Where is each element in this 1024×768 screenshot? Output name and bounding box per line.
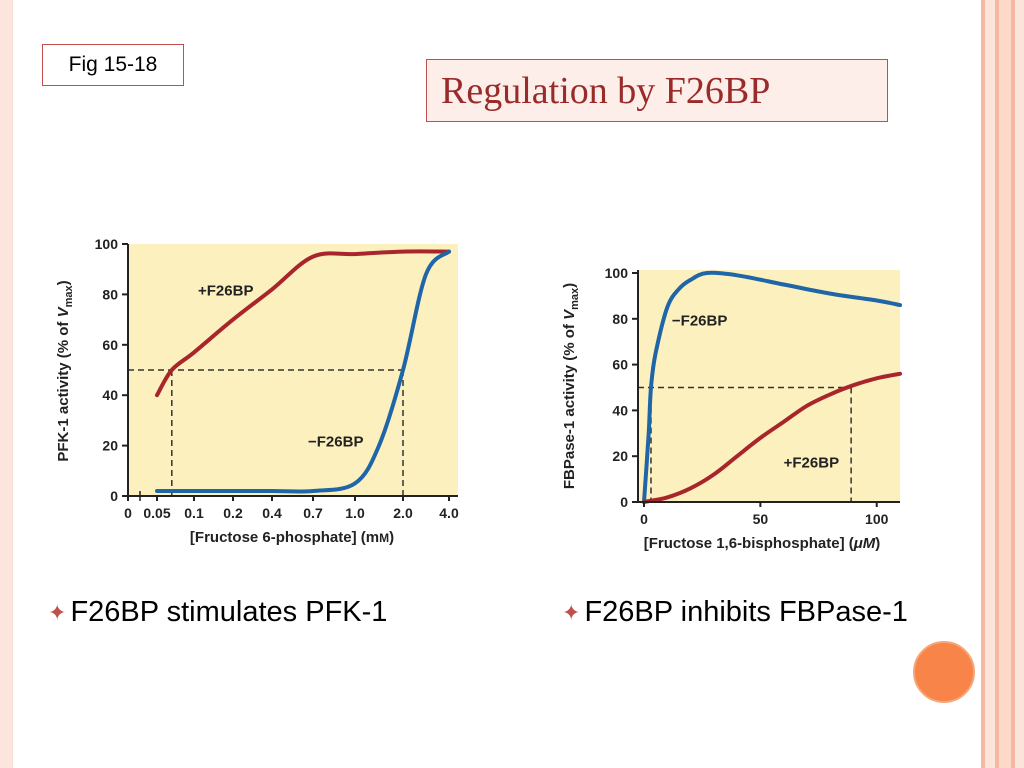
series-labels: −F26BP +F26BP: [672, 313, 839, 472]
series-labels: +F26BP −F26BP: [198, 282, 363, 450]
x-tick-label: 0: [124, 505, 132, 521]
x-tick-label: 50: [753, 511, 769, 527]
x-tick-label: 100: [865, 511, 889, 527]
star-bullet-icon: ✦: [48, 599, 67, 625]
x-axis-label-unit: M: [379, 531, 389, 545]
reference-lines: [638, 386, 852, 502]
x-tick-label: 0: [640, 511, 648, 527]
y-tick-label: 80: [102, 286, 118, 302]
y-tick-label: 20: [612, 448, 628, 464]
bullet-text: F26BP inhibits FBPase-1: [584, 596, 908, 628]
y-tick-label: 100: [605, 265, 629, 281]
y-axis-label: FBPase-1 activity (% of Vmax): [561, 283, 581, 489]
plot-background: [638, 270, 900, 502]
y-tick-label: 20: [102, 438, 118, 454]
y-tick-label: 0: [620, 494, 628, 510]
x-ticks: 0 50 100: [640, 502, 889, 527]
series-label: −F26BP: [308, 434, 363, 451]
y-axis-label-v: V: [561, 308, 578, 320]
y-ticks: 0 20 40 60 80 100: [605, 265, 638, 510]
y-axis-label-suffix: ): [561, 283, 578, 288]
y-tick-label: 60: [612, 357, 628, 373]
left-decorative-border: [0, 0, 20, 768]
slide-title: Regulation by F26BP: [426, 59, 888, 122]
x-axis-label-close: ): [389, 529, 394, 546]
decorative-orange-circle: [913, 641, 975, 703]
y-tick-label: 40: [612, 402, 628, 418]
fbpase1-chart: 0 20 40 60 80 100 0 50 100 −F26BP +F26BP [Fructo…: [561, 265, 902, 552]
series-line: [642, 371, 902, 504]
x-axis-label-unit: μM: [853, 535, 876, 552]
star-bullet-icon: ✦: [562, 599, 581, 625]
series-label: +F26BP: [198, 282, 253, 299]
series-label: −F26BP: [672, 313, 727, 330]
y-axis-label-suffix: ): [55, 280, 72, 285]
x-tick-label: 0.2: [223, 505, 243, 521]
slide-title-text: Regulation by F26BP: [441, 69, 771, 112]
bullet-item: ✦ F26BP stimulates PFK-1: [48, 596, 387, 629]
bullet-text: F26BP stimulates PFK-1: [70, 596, 388, 628]
x-tick-label: 4.0: [439, 505, 459, 521]
x-tick-label: 0.05: [143, 505, 170, 521]
y-tick-label: 80: [612, 311, 628, 327]
series-line: [155, 249, 451, 494]
y-axis-label-prefix: FBPase-1 activity (% of: [561, 320, 578, 489]
series-group: [642, 270, 902, 504]
y-axis-label: PFK-1 activity (% of Vmax): [55, 280, 75, 461]
right-decorative-stripes: [979, 0, 1024, 768]
y-axis-label-prefix: PFK-1 activity (% of: [55, 317, 72, 461]
series-group: [155, 249, 451, 494]
series-label: +F26BP: [784, 455, 839, 472]
axes: [637, 270, 900, 503]
x-axis-label: [Fructose 6-phosphate] (mM): [190, 529, 394, 546]
x-axis-label: [Fructose 1,6-bisphosphate] (μM): [644, 535, 881, 552]
x-tick-label: 2.0: [393, 505, 413, 521]
x-tick-label: 0.4: [262, 505, 282, 521]
x-ticks: 0 0.05 0.1 0.2 0.4 0.7 1.0 2.0 4.0: [124, 496, 459, 521]
figure-label: Fig 15-18: [42, 44, 184, 86]
y-axis-label-v: V: [55, 305, 72, 317]
x-tick-label: 0.1: [184, 505, 204, 521]
x-axis-label-close: ): [875, 535, 880, 552]
x-axis-label-main: [Fructose 1,6-bisphosphate] (: [644, 535, 854, 552]
y-axis-label-sub: max: [63, 285, 75, 308]
y-axis-label-sub: max: [569, 287, 581, 310]
bullet-item: ✦ F26BP inhibits FBPase-1: [562, 596, 908, 629]
x-axis-label-main: [Fructose 6-phosphate] (m: [190, 529, 379, 546]
y-tick-label: 40: [102, 387, 118, 403]
x-tick-label: 0.7: [303, 505, 323, 521]
y-tick-label: 60: [102, 337, 118, 353]
y-tick-label: 0: [110, 488, 118, 504]
y-ticks: 0 20 40 60 80 100: [95, 236, 128, 504]
x-tick-label: 1.0: [345, 505, 365, 521]
series-line: [155, 249, 451, 398]
series-line: [642, 270, 902, 504]
y-tick-label: 100: [95, 236, 119, 252]
